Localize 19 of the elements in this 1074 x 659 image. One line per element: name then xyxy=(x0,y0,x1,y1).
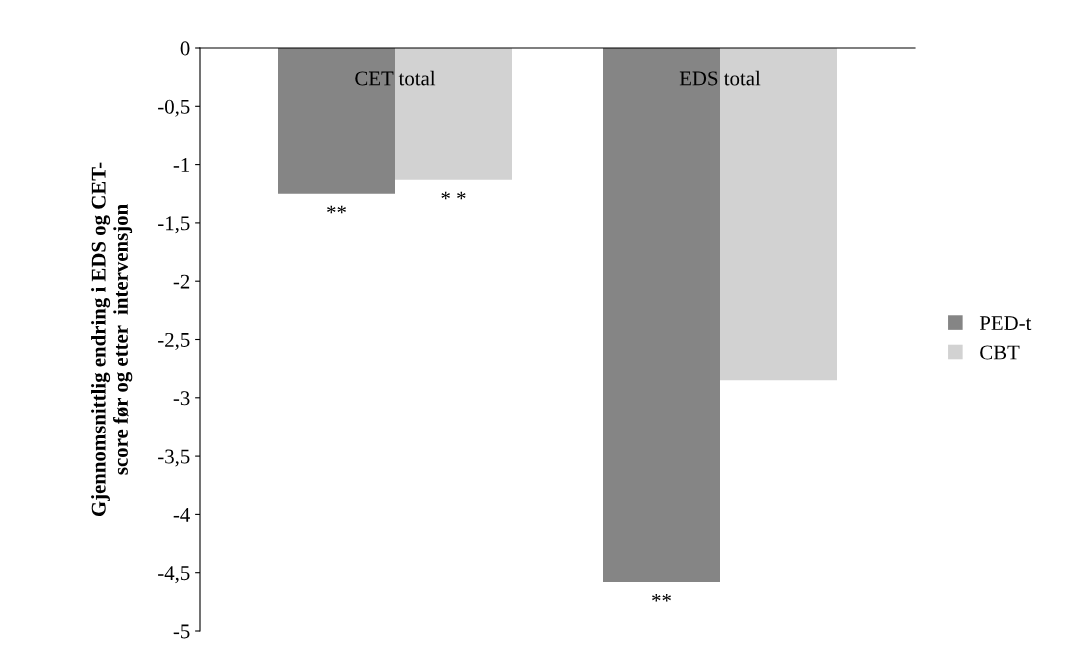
y-axis-title: Gjennomsnittlig endring i EDS og CET- score før og etter intervensjon xyxy=(91,162,133,517)
y-tick-label: 0 xyxy=(180,41,190,56)
y-tick-label: -3,5 xyxy=(158,449,190,467)
y-tick-label: -5 xyxy=(173,624,190,639)
annotation: ** xyxy=(652,593,671,602)
x-tick-label: EDS total xyxy=(679,70,761,86)
y-tick-label: -2,5 xyxy=(158,332,190,350)
legend-label: PED-t xyxy=(979,316,1032,331)
y-tick-label: -3 xyxy=(173,391,190,406)
y-tick-label: -4,5 xyxy=(158,566,190,584)
y-tick-label: -1,5 xyxy=(158,216,190,234)
legend-label: CBT xyxy=(980,345,1020,360)
x-tick-label: CET total xyxy=(355,70,436,86)
y-tick-label: -2 xyxy=(173,274,190,289)
y-tick-label: -4 xyxy=(173,507,190,522)
y-tick-label: -1 xyxy=(173,158,190,172)
annotation: * * xyxy=(441,191,466,200)
annotation: ** xyxy=(327,205,346,214)
y-tick-label: -0,5 xyxy=(158,99,190,117)
